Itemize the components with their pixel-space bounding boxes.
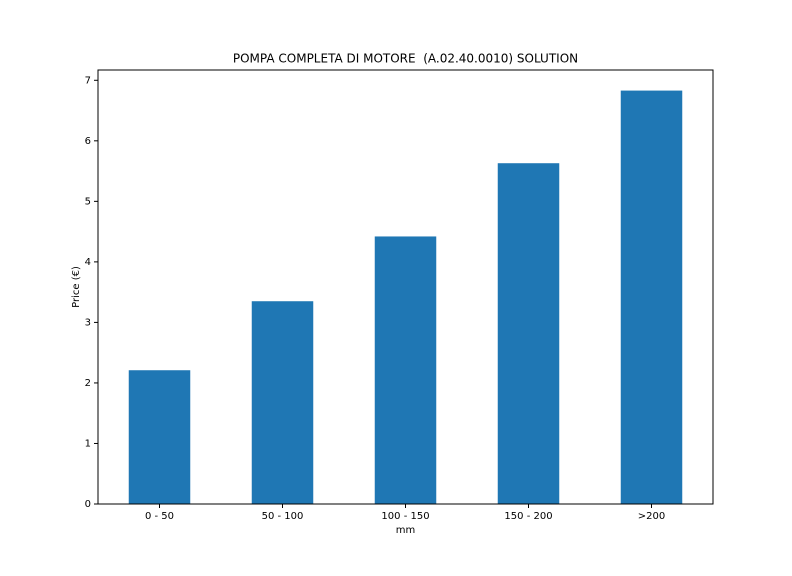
y-tick-label: 0 [85,499,91,510]
bar [251,301,314,504]
y-tick-label: 2 [85,378,91,389]
x-tick-label: 50 - 100 [262,511,304,522]
y-tick-label: 4 [85,257,91,268]
x-tick-label: 100 - 150 [381,511,429,522]
y-tick-label: 6 [85,136,91,147]
bar [374,236,437,504]
chart-title: POMPA COMPLETA DI MOTORE (A.02.40.0010) … [233,52,578,66]
y-tick-label: 7 [85,75,91,86]
y-tick-label: 5 [85,196,91,207]
y-axis-label: Price (€) [71,266,82,308]
y-tick-label: 1 [85,438,91,449]
x-tick-label: 150 - 200 [504,511,552,522]
x-axis-label: mm [396,525,415,536]
bar [497,163,560,504]
x-tick-label: 0 - 50 [145,511,174,522]
plot-frame [97,69,714,505]
bar [620,90,683,504]
bar [128,370,191,504]
y-tick-label: 3 [85,317,91,328]
x-tick-label: >200 [638,511,665,522]
